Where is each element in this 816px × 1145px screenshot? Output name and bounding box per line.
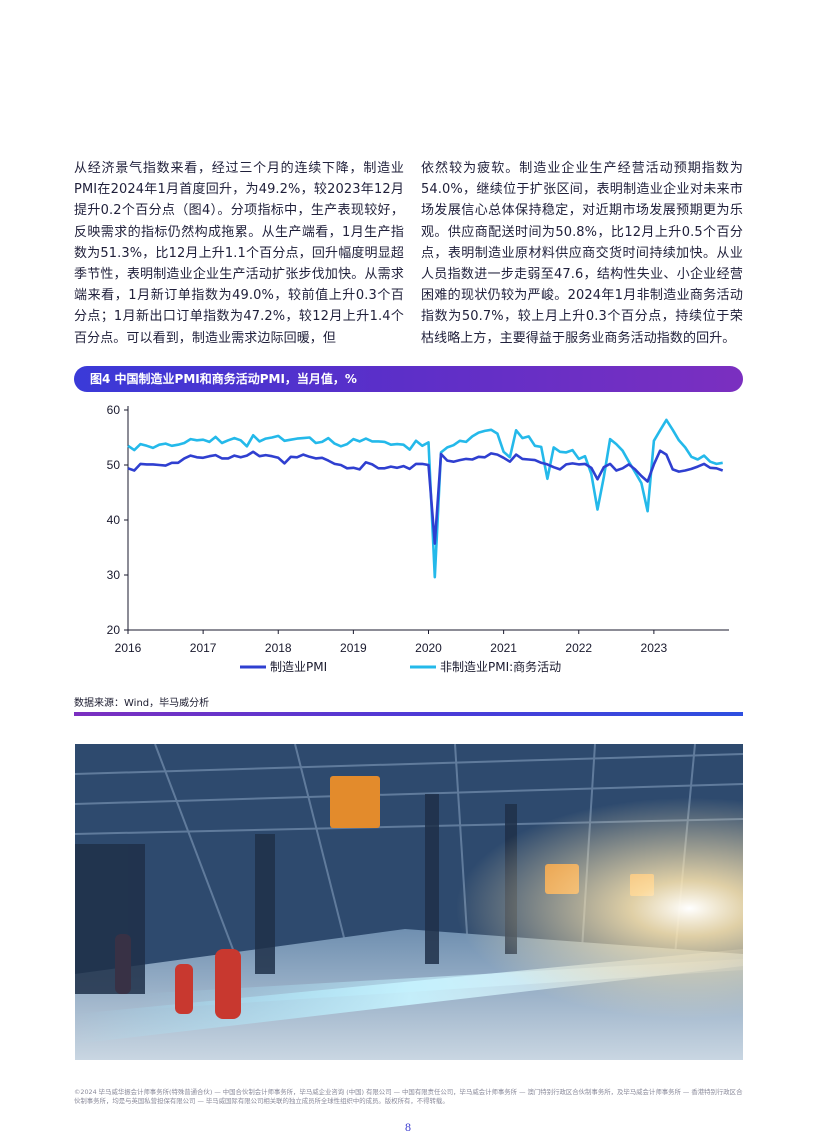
pmi-line-chart: 60 50 40 30 20 2016 2017 2018 2019 2020 2021 2022 20… <box>74 396 743 686</box>
legal-notice: ©2024 毕马威华振会计师事务所(特殊普通合伙) — 中国合伙制会计师事务所，… <box>74 1088 743 1105</box>
y-tick-label: 50 <box>107 458 121 472</box>
y-tick-label: 30 <box>107 568 121 582</box>
legend-label-1: 非制造业PMI:商务活动 <box>440 659 561 674</box>
x-tick-label: 2019 <box>340 641 367 655</box>
y-tick-label: 40 <box>107 513 121 527</box>
x-tick-label: 2020 <box>415 641 442 655</box>
section-divider <box>74 712 743 716</box>
x-tick-label: 2016 <box>115 641 142 655</box>
y-tick-label: 60 <box>107 403 121 417</box>
y-tick-label: 20 <box>107 623 121 637</box>
paragraph-left: 从经济景气指数来看，经过三个月的连续下降，制造业PMI在2024年1月首度回升，… <box>74 161 404 346</box>
body-text-left-column: 从经济景气指数来看，经过三个月的连续下降，制造业PMI在2024年1月首度回升，… <box>74 158 404 349</box>
legend-label-0: 制造业PMI <box>270 660 327 674</box>
paragraph-right: 依然较为疲软。制造业企业生产经营活动预期指数为54.0%，继续位于扩张区间，表明… <box>421 161 743 346</box>
series-line-0 <box>127 449 724 545</box>
body-text-right-column: 依然较为疲软。制造业企业生产经营活动预期指数为54.0%，继续位于扩张区间，表明… <box>421 158 743 349</box>
factory-photo-illustration <box>75 744 743 1060</box>
x-tick-label: 2022 <box>565 641 592 655</box>
series-line-1 <box>127 418 723 579</box>
factory-photo <box>75 744 743 1060</box>
x-tick-label: 2018 <box>265 641 292 655</box>
x-tick-label: 2021 <box>490 641 517 655</box>
x-tick-label: 2023 <box>641 641 668 655</box>
page-number: 8 <box>405 1120 411 1134</box>
x-tick-label: 2017 <box>190 641 217 655</box>
chart-svg: 60 50 40 30 20 2016 2017 2018 2019 2020 2021 2022 20… <box>107 403 729 674</box>
figure-source: 数据来源：Wind，毕马威分析 <box>74 698 210 709</box>
figure-title-banner: 图4 中国制造业PMI和商务活动PMI，当月值，% <box>74 366 743 392</box>
